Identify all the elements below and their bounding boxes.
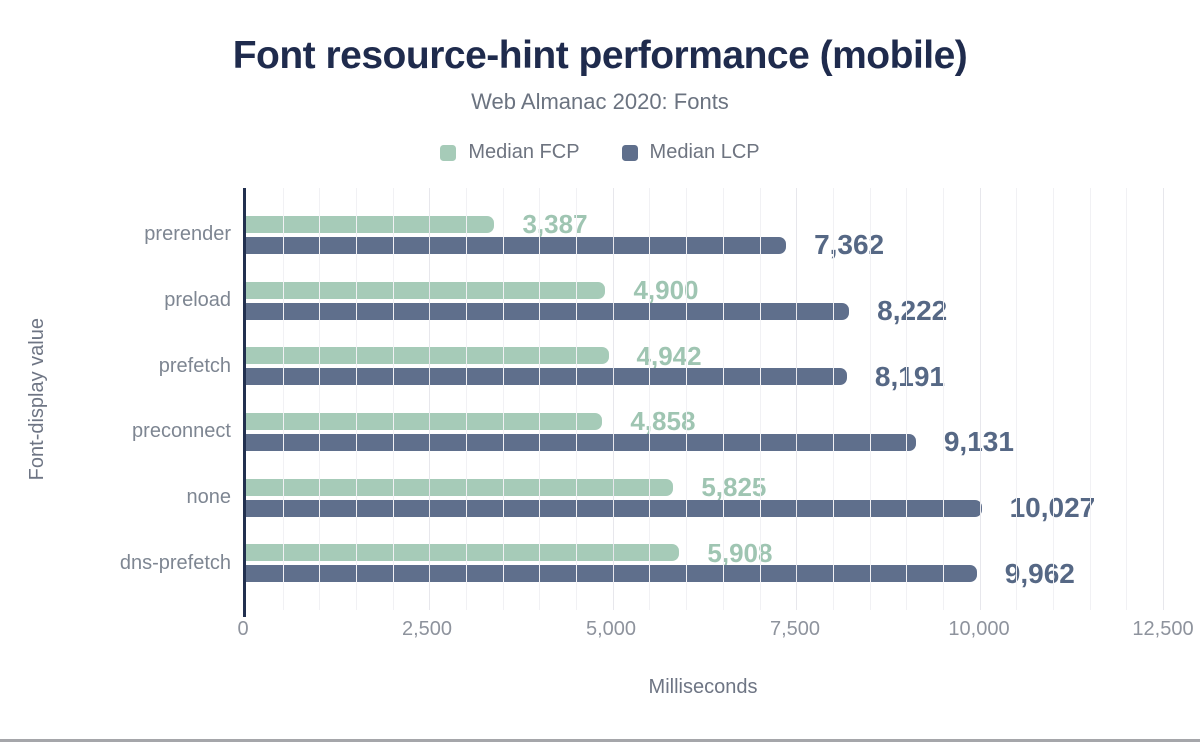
gridline	[502, 188, 504, 610]
bar-group-prerender: 3,387 7,362	[246, 202, 1163, 268]
gridline	[1126, 188, 1128, 610]
bar-line: 4,942	[246, 343, 1163, 369]
bar-rows: 3,387 7,362 4,900 8,222 4,942 8,191 4,858 9,131…	[246, 202, 1163, 596]
bar-group-prefetch: 4,942 8,191	[246, 333, 1163, 399]
x-tick-label-5000: 5,000	[585, 618, 637, 640]
bar-line: 7,362	[246, 231, 1163, 259]
bar-group-preconnect: 4,858 9,131	[246, 399, 1163, 465]
bar-line: 3,387	[246, 211, 1163, 237]
fcp-value-label-preconnect: 4,858	[630, 406, 696, 437]
lcp-value-label-none: 10,027	[1009, 492, 1096, 524]
fcp-value-label-dns-prefetch: 5,908	[707, 537, 773, 568]
gridline	[649, 188, 651, 610]
gridline	[832, 188, 834, 610]
legend-swatch-icon	[621, 144, 638, 161]
gridline	[1089, 188, 1091, 610]
legend-item-fcp: Median FCP	[440, 141, 580, 164]
x-axis-title: Milliseconds	[648, 676, 758, 698]
bar-line: 4,900	[246, 277, 1163, 303]
bottom-border	[0, 739, 1200, 742]
x-tick-label-10000: 10,000	[948, 618, 1010, 640]
fcp-bar-preconnect	[246, 412, 603, 430]
bar-line: 4,858	[246, 408, 1163, 434]
chart-subtitle: Web Almanac 2020: Fonts	[471, 89, 729, 114]
fcp-bar-prefetch	[246, 347, 609, 365]
zero-tick-mark	[243, 610, 246, 617]
bar-line: 8,191	[246, 362, 1163, 390]
bar-line: 9,131	[246, 428, 1163, 456]
lcp-bar-prerender	[246, 236, 787, 254]
gridline	[942, 188, 944, 610]
gridline	[612, 188, 614, 610]
lcp-value-label-prefetch: 8,191	[874, 360, 945, 392]
bar-line: 8,222	[246, 297, 1163, 325]
gridline	[1052, 188, 1054, 610]
category-label-preconnect: preconnect	[132, 420, 231, 443]
gridline	[392, 188, 394, 610]
plot-area: 3,387 7,362 4,900 8,222 4,942 8,191 4,858 9,131…	[243, 188, 1164, 617]
bar-line: 9,962	[246, 559, 1163, 587]
category-label-none: none	[186, 486, 232, 509]
category-label-dns-prefetch: dns-prefetch	[119, 551, 231, 574]
x-axis-ticks: 0 2,500 5,000 7,500 10,000 12,500	[237, 618, 1193, 644]
fcp-bar-none	[246, 478, 674, 496]
category-label-preload: preload	[164, 289, 231, 311]
gridline	[539, 188, 541, 610]
bar-line: 10,027	[246, 494, 1163, 522]
category-label-prefetch: prefetch	[158, 354, 231, 377]
bar-group-preload: 4,900 8,222	[246, 268, 1163, 334]
legend-label: Median FCP	[468, 141, 580, 163]
bar-line: 5,908	[246, 540, 1163, 566]
gridline	[356, 188, 358, 610]
bar-group-dns-prefetch: 5,908 9,962	[246, 530, 1163, 596]
x-tick-label-12500: 12,500	[1132, 618, 1194, 640]
fcp-bar-dns-prefetch	[246, 544, 680, 562]
lcp-bar-preload	[246, 302, 850, 320]
gridline	[906, 188, 908, 610]
gridline	[282, 188, 284, 610]
lcp-bar-dns-prefetch	[246, 565, 977, 583]
x-tick-label-2500: 2,500	[401, 618, 453, 640]
legend-item-lcp: Median LCP	[621, 141, 760, 164]
gridline	[319, 188, 321, 610]
lcp-value-label-preload: 8,222	[877, 295, 948, 326]
gridline	[466, 188, 468, 610]
bar-line: 5,825	[246, 474, 1163, 500]
legend-label: Median LCP	[649, 141, 760, 163]
fcp-value-label-none: 5,825	[701, 472, 767, 503]
lcp-bar-preconnect	[246, 433, 916, 451]
gridline	[1163, 188, 1164, 610]
legend-swatch-icon	[440, 144, 457, 161]
fcp-value-label-prefetch: 4,942	[636, 340, 702, 371]
lcp-value-label-preconnect: 9,131	[943, 426, 1014, 458]
category-label-prerender: prerender	[144, 223, 231, 246]
gridline	[869, 188, 871, 610]
gridline	[686, 188, 688, 610]
gridline	[576, 188, 578, 610]
fcp-value-label-prerender: 3,387	[522, 209, 588, 240]
category-labels: prerender preload prefetch preconnect none dn…	[0, 202, 231, 596]
gridline	[722, 188, 724, 610]
lcp-bar-prefetch	[246, 368, 847, 386]
legend: Median FCP Median LCP	[0, 141, 1200, 164]
x-tick-label-0: 0	[237, 618, 249, 640]
gridline	[1016, 188, 1018, 610]
gridline	[796, 188, 798, 610]
fcp-bar-preload	[246, 281, 606, 299]
bar-group-none: 5,825 10,027	[246, 465, 1163, 531]
fcp-bar-prerender	[246, 215, 495, 233]
lcp-value-label-prerender: 7,362	[814, 229, 885, 261]
x-tick-label-7500: 7,500	[769, 618, 821, 640]
chart-title: Font resource-hint performance (mobile)	[232, 34, 968, 77]
gridline	[429, 188, 431, 610]
fcp-value-label-preload: 4,900	[633, 275, 699, 305]
gridline	[759, 188, 761, 610]
gridline	[979, 188, 981, 610]
